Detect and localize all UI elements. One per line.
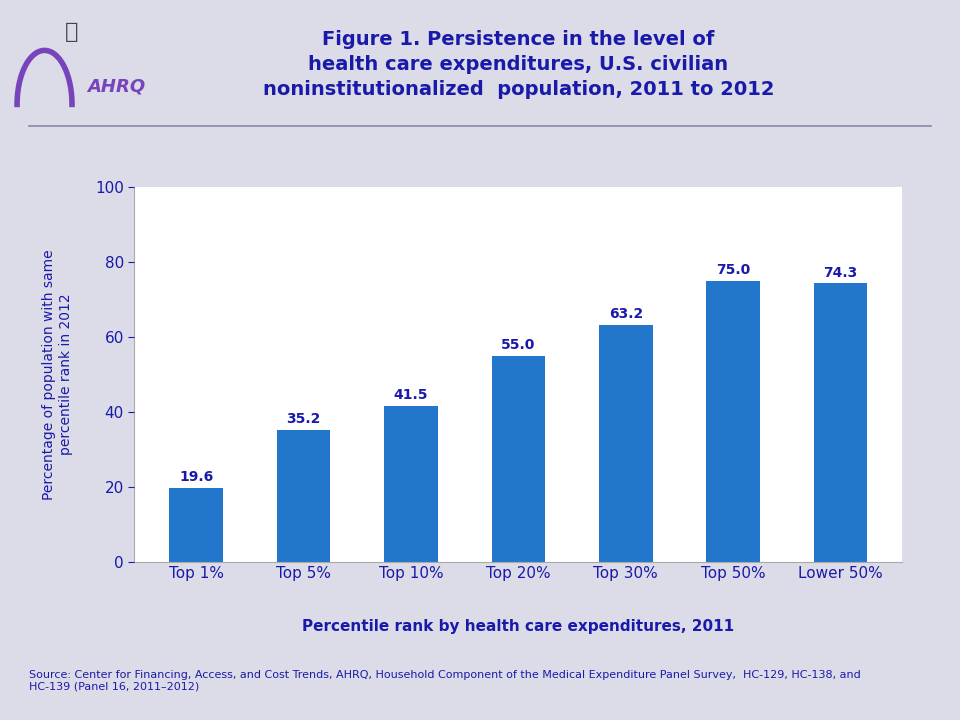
Text: 63.2: 63.2 bbox=[609, 307, 643, 321]
Bar bbox=[707, 281, 760, 562]
Text: Figure 1. Persistence in the level of
health care expenditures, U.S. civilian
no: Figure 1. Persistence in the level of he… bbox=[263, 30, 774, 99]
Text: 55.0: 55.0 bbox=[501, 338, 536, 352]
Text: 75.0: 75.0 bbox=[716, 263, 751, 277]
Text: 35.2: 35.2 bbox=[286, 412, 321, 426]
Text: AHRQ: AHRQ bbox=[87, 77, 145, 95]
Text: Percentile rank by health care expenditures, 2011: Percentile rank by health care expenditu… bbox=[302, 619, 734, 634]
Bar bbox=[384, 406, 438, 562]
Bar bbox=[599, 325, 653, 562]
Text: Source: Center for Financing, Access, and Cost Trends, AHRQ, Household Component: Source: Center for Financing, Access, an… bbox=[29, 670, 860, 691]
Bar bbox=[492, 356, 545, 562]
Bar bbox=[276, 430, 330, 562]
Text: 19.6: 19.6 bbox=[179, 470, 213, 485]
Y-axis label: Percentage of population with same
percentile rank in 2012: Percentage of population with same perce… bbox=[42, 249, 73, 500]
Bar bbox=[169, 488, 223, 562]
Text: 🦅: 🦅 bbox=[65, 22, 79, 42]
Text: 41.5: 41.5 bbox=[394, 389, 428, 402]
Bar bbox=[814, 284, 868, 562]
Text: 74.3: 74.3 bbox=[824, 266, 858, 279]
